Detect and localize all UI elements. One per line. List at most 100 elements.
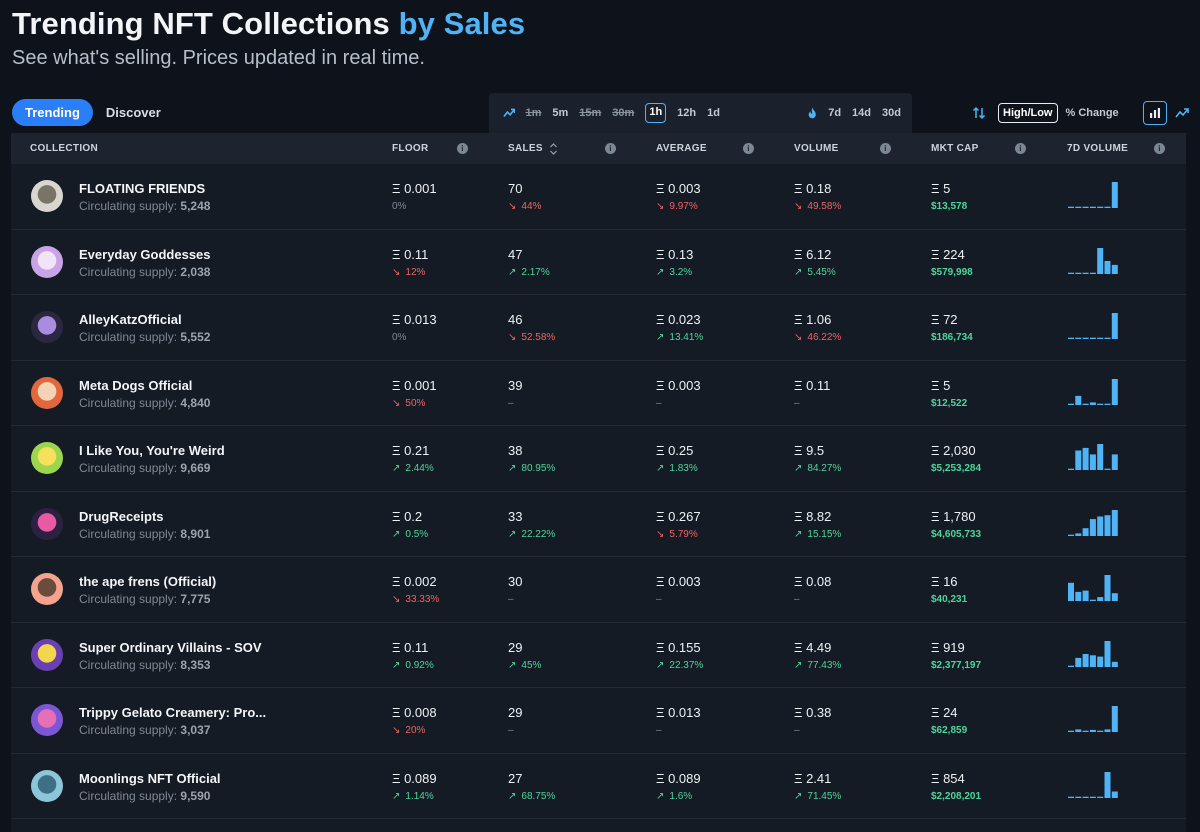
collection-avatar[interactable] [31,311,63,343]
time-15m-button[interactable]: 15m [579,107,602,119]
volume-info-icon[interactable]: i [880,143,891,154]
time-1m-button[interactable]: 1m [525,107,542,119]
floor-number: 0.11 [404,246,429,262]
7d-volume-sparkline[interactable] [1068,639,1120,667]
collection-name[interactable]: FLOATING FRIENDS [79,181,206,196]
table-row[interactable]: Trippy Gelato Creamery: Pro... Circulatin… [11,688,1186,754]
floor-value: Ξ 0.089 [392,771,437,786]
collection-name[interactable]: DrugReceipts [79,508,164,524]
floor-value: Ξ 0.2 [392,509,422,524]
sort-swap-icon[interactable] [972,106,986,120]
col-average[interactable]: AVERAGE [656,143,707,154]
arrow-up-icon: ↗ [392,463,401,474]
time-7d-button[interactable]: 7d [828,107,842,119]
sales-change-value: 44% [521,201,542,212]
supply-label: Circulating supply: [79,330,178,344]
collection-avatar[interactable] [31,769,63,802]
tab-trending[interactable]: Trending [12,99,93,126]
col-collection[interactable]: COLLECTION [30,143,98,154]
7d-volume-sparkline[interactable] [1068,508,1120,536]
sales-change: ↗ 2.17% [508,267,550,278]
table-row[interactable]: AlleyKatzOfficial Circulating supply: 5,5… [11,295,1186,361]
table-row[interactable]: Meta Dogs Official Circulating supply: 4,… [11,361,1186,426]
arrow-up-icon: ↗ [392,528,401,540]
7d-volume-info-icon[interactable]: i [1154,143,1165,154]
collection-name[interactable]: Moonlings NFT Official [79,770,221,786]
7d-volume-sparkline[interactable] [1068,246,1120,274]
floor-change-value: 12% [405,266,426,278]
collection-name[interactable]: Meta Dogs Official [79,377,193,393]
collection-name[interactable]: Everyday Goddesses [79,246,211,262]
sales-number: 70 [508,181,523,196]
average-info-icon[interactable]: i [743,143,754,154]
circulating-supply: Circulating supply: 4,840 [79,396,210,410]
time-30m-button[interactable]: 30m [612,107,635,119]
table-row[interactable]: DrugReceipts Circulating supply: 8,901 Ξ 0… [11,492,1186,557]
floor-change-value: 0% [392,332,407,343]
col-7d-volume[interactable]: 7D VOLUME [1067,143,1129,154]
volume-bar [1097,247,1104,274]
time-5m-button[interactable]: 5m [552,107,569,119]
floor-info-icon[interactable]: i [457,143,468,154]
table-row[interactable]: the ape frens (Official) Circulating supp… [11,557,1186,623]
table-row[interactable]: Everyday Goddesses Circulating supply: 2,… [11,230,1186,295]
high-low-toggle[interactable]: High/Low [998,102,1058,123]
line-chart-icon[interactable] [1175,106,1189,120]
col-sales[interactable]: SALES [508,143,543,154]
col-volume[interactable]: VOLUME [794,143,839,154]
eth-icon: Ξ [931,443,940,458]
circulating-supply: Circulating supply: 2,038 [79,265,210,279]
eth-icon: Ξ [392,639,401,655]
floor-number: 0.001 [404,377,437,393]
table-row[interactable]: Super Ordinary Villains - SOV Circulating… [11,623,1186,688]
table-row[interactable]: FLOATING FRIENDS Circulating supply: 5,24… [11,164,1186,230]
time-14d-button[interactable]: 14d [852,107,872,119]
collection-avatar[interactable] [31,442,63,474]
time-1d-button[interactable]: 1d [707,107,720,119]
collection-avatar[interactable] [31,507,63,540]
table-row[interactable]: I Like You, You're Weird Circulating supp… [11,426,1186,492]
sort-icon[interactable] [549,142,558,156]
7d-volume-sparkline[interactable] [1068,573,1120,601]
eth-icon: Ξ [794,770,803,786]
average-value: Ξ 0.023 [656,312,701,327]
table-row[interactable]: Moonlings NFT Official Circulating supply… [11,754,1186,819]
collection-avatar[interactable] [31,376,63,409]
7d-volume-sparkline[interactable] [1068,442,1120,470]
pct-change-toggle[interactable]: % Change [1065,106,1119,119]
mkt-cap-value: Ξ 2,030 [931,443,976,458]
collection-avatar[interactable] [31,638,63,671]
arrow-down-icon: ↘ [656,201,665,212]
collection-name[interactable]: AlleyKatzOfficial [79,312,182,327]
eth-icon: Ξ [392,705,401,720]
mkt-cap-info-icon[interactable]: i [1015,143,1026,154]
collection-avatar[interactable] [31,573,63,605]
7d-volume-sparkline[interactable] [1068,704,1120,732]
bar-chart-toggle[interactable] [1142,100,1167,125]
col-floor[interactable]: FLOOR [392,143,429,154]
sales-info-icon[interactable]: i [605,143,616,154]
collection-name[interactable]: Super Ordinary Villains - SOV [79,639,262,655]
tab-discover[interactable]: Discover [105,105,161,120]
7d-volume-sparkline[interactable] [1068,770,1120,798]
7d-volume-sparkline[interactable] [1068,377,1120,405]
7d-volume-sparkline[interactable] [1068,180,1120,208]
mkt-cap-usd: $4,605,733 [931,528,982,540]
collection-avatar[interactable] [31,704,63,736]
time-1h-button[interactable]: 1h [645,103,667,123]
collection-name[interactable]: Trippy Gelato Creamery: Pro... [79,705,267,720]
average-number: 0.25 [668,443,694,458]
collection-avatar[interactable] [31,180,63,212]
collection-name[interactable]: the ape frens (Official) [79,574,217,589]
col-mkt-cap[interactable]: MKT CAP [931,143,979,154]
arrow-up-icon: ↗ [794,266,803,278]
time-30d-button[interactable]: 30d [882,107,901,119]
floor-number: 0.002 [404,574,437,589]
average-value: Ξ 0.003 [656,181,701,196]
collection-name[interactable]: I Like You, You're Weird [79,443,225,458]
7d-volume-sparkline[interactable] [1068,311,1120,339]
time-12h-button[interactable]: 12h [677,107,697,119]
collection-avatar[interactable] [31,245,63,278]
mkt-cap-value: Ξ 16 [931,574,958,589]
